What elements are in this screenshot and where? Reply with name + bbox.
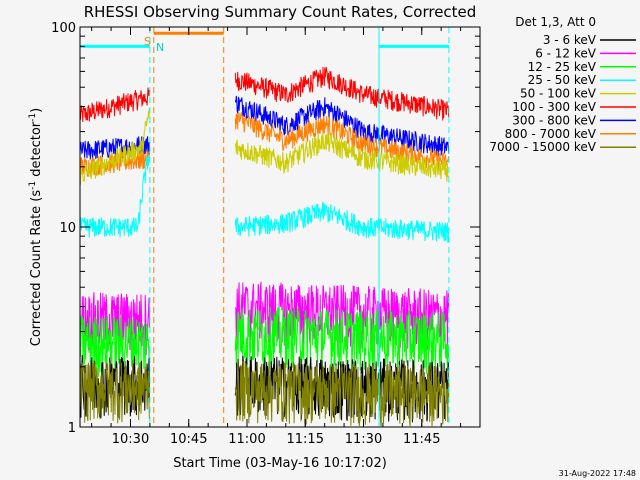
y-tick-label-0: 1 [68, 421, 76, 436]
y-label-sup2: -1 [28, 113, 38, 122]
y-label-main: Corrected Count Rate (s [29, 190, 44, 347]
legend-label-8: 7000 - 15000 keV [489, 140, 596, 154]
x-tick-label-4: 11:30 [345, 432, 382, 447]
legend-label-0: 3 - 6 keV [543, 33, 597, 47]
series-3-segment-0 [79, 108, 150, 187]
chart-title: RHESSI Observing Summary Count Rates, Co… [84, 3, 477, 21]
x-axis-label: Start Time (03-May-16 10:17:02) [173, 456, 387, 471]
legend-label-6: 300 - 800 keV [512, 113, 596, 127]
y-label-mid: detector [29, 121, 44, 181]
legend-label-4: 50 - 100 keV [520, 87, 597, 101]
series-5-segment-1 [234, 281, 450, 351]
series-0-segment-1 [234, 66, 450, 121]
plot-area [79, 27, 450, 427]
series-3-segment-1 [234, 132, 450, 183]
night-label: N [156, 41, 164, 54]
legend-label-5: 100 - 300 keV [512, 100, 596, 114]
y-axis: 1 10 100 [51, 21, 480, 436]
legend-header: Det 1,3, Att 0 [515, 15, 596, 29]
y-tick-label-2: 100 [51, 21, 76, 36]
series-8-segment-0 [79, 360, 150, 424]
x-tick-label-0: 10:30 [112, 432, 149, 447]
legend-label-7: 800 - 7000 keV [505, 127, 597, 141]
flag-lines [149, 27, 450, 427]
y-label-sup1: -1 [28, 181, 38, 190]
legend-label-2: 12 - 25 keV [528, 60, 597, 74]
series-4-segment-0 [79, 155, 150, 238]
series-4-segment-1 [234, 201, 450, 243]
y-label-end: ) [29, 108, 44, 113]
series-6-segment-0 [79, 315, 150, 379]
x-axis: 10:30 10:45 11:00 11:15 11:30 11:45 [91, 27, 481, 447]
y-tick-label-1: 10 [59, 221, 76, 236]
x-tick-label-2: 11:00 [228, 432, 265, 447]
series-7-segment-0 [79, 354, 150, 419]
x-tick-label-5: 11:45 [403, 432, 440, 447]
series-7-segment-1 [234, 355, 450, 423]
y-axis-label: Corrected Count Rate (s-1 detector-1) [28, 108, 44, 346]
series-group [79, 66, 450, 427]
series-1-segment-1 [234, 95, 450, 157]
series-8-segment-1 [234, 360, 450, 427]
series-0-segment-0 [79, 87, 150, 123]
footer-date: 31-Aug-2022 17:48 [559, 469, 636, 478]
x-tick-label-3: 11:15 [287, 432, 324, 447]
saa-label: S [144, 35, 151, 48]
legend-label-3: 25 - 50 keV [528, 73, 597, 87]
legend-label-1: 6 - 12 keV [535, 46, 597, 60]
x-tick-label-1: 10:45 [170, 432, 207, 447]
